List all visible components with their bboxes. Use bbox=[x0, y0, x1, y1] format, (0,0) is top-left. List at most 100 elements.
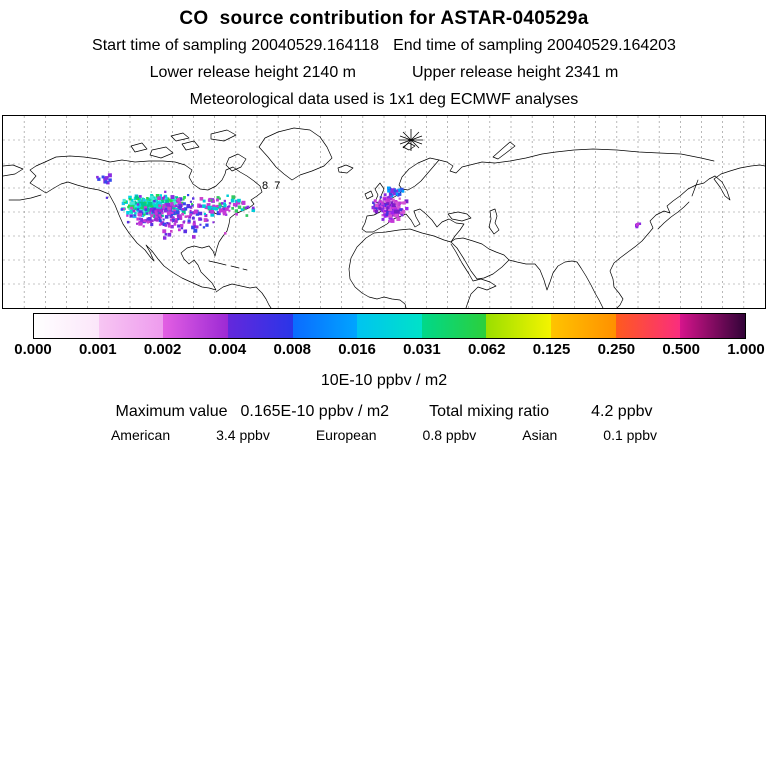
contribution-cell bbox=[128, 195, 132, 200]
contribution-cell bbox=[215, 207, 219, 211]
contribution-cell bbox=[384, 200, 387, 203]
contribution-cell bbox=[378, 200, 382, 204]
contribution-cell bbox=[164, 196, 168, 201]
contribution-cell bbox=[122, 198, 126, 202]
contribution-cell bbox=[379, 196, 382, 199]
contribution-cell bbox=[154, 217, 159, 222]
contribution-cell bbox=[189, 206, 193, 209]
contribution-cell bbox=[386, 196, 390, 200]
contribution-cell bbox=[132, 209, 136, 213]
contribution-cell bbox=[374, 210, 379, 214]
contribution-cell bbox=[154, 197, 158, 200]
contribution-cell bbox=[223, 199, 226, 203]
contribution-cell bbox=[158, 219, 162, 223]
region-american-label: American bbox=[110, 427, 171, 443]
contribution-cell bbox=[189, 209, 192, 212]
contribution-cell bbox=[162, 229, 167, 234]
region-european-label: European bbox=[315, 427, 377, 443]
contribution-cell bbox=[390, 218, 395, 223]
contribution-cell bbox=[181, 208, 185, 211]
contribution-cell bbox=[126, 211, 130, 215]
met-data-text: Meteorological data used is 1x1 deg ECMW… bbox=[189, 91, 579, 108]
contribution-cell bbox=[193, 228, 198, 233]
contribution-cell bbox=[167, 225, 171, 228]
contribution-cell bbox=[96, 175, 99, 179]
release-height-row: Lower release height 2140 m Upper releas… bbox=[0, 59, 768, 86]
contribution-cell bbox=[150, 223, 154, 227]
contribution-cell bbox=[148, 211, 152, 215]
contribution-cell bbox=[218, 202, 222, 206]
contribution-cell bbox=[212, 221, 215, 224]
colorbar-units-label: 10E-10 ppbv / m2 bbox=[320, 372, 448, 389]
contribution-cell bbox=[223, 202, 226, 206]
colorbar-tick-label: 0.125 bbox=[532, 341, 571, 358]
contribution-cell bbox=[141, 202, 144, 206]
contribution-cell bbox=[180, 227, 184, 230]
contribution-cell bbox=[212, 204, 216, 208]
contribution-cell bbox=[232, 203, 237, 207]
colorbar-cell-1 bbox=[98, 314, 164, 338]
colorbar-cell-8 bbox=[551, 314, 616, 338]
contribution-cell bbox=[394, 213, 398, 218]
contribution-cell bbox=[191, 204, 194, 207]
world-map: 8 7 bbox=[2, 115, 766, 309]
contribution-cell bbox=[394, 200, 397, 203]
contribution-cell bbox=[388, 220, 391, 223]
contribution-cell bbox=[386, 211, 390, 215]
contribution-cell bbox=[245, 214, 249, 217]
coast-eurasia-north bbox=[438, 148, 715, 174]
contribution-cell bbox=[172, 200, 177, 205]
contribution-cell bbox=[135, 195, 139, 199]
colorbar-tick-label: 1.000 bbox=[727, 341, 765, 358]
contribution-cell bbox=[152, 207, 157, 212]
contribution-cell bbox=[381, 213, 384, 217]
contribution-cell bbox=[164, 194, 168, 198]
contribution-cell bbox=[161, 207, 165, 211]
contribution-cell bbox=[167, 206, 171, 211]
contribution-cell bbox=[160, 216, 163, 219]
contribution-cell bbox=[143, 206, 148, 210]
contribution-cell bbox=[211, 198, 215, 201]
contribution-cell bbox=[170, 199, 174, 203]
contribution-cell bbox=[374, 203, 379, 208]
colorbar-tick-label: 0.004 bbox=[208, 341, 247, 358]
contribution-cell bbox=[133, 201, 138, 206]
contribution-cell bbox=[151, 197, 155, 201]
contribution-cell bbox=[212, 206, 216, 211]
contribution-cell bbox=[158, 209, 162, 213]
contribution-cell bbox=[240, 208, 244, 212]
contribution-cell bbox=[183, 207, 188, 211]
contribution-cell bbox=[138, 212, 142, 217]
contribution-cell bbox=[162, 222, 166, 226]
contribution-cell bbox=[167, 232, 172, 237]
colorbar-cell-2 bbox=[163, 314, 228, 338]
contribution-cell bbox=[154, 212, 158, 215]
contribution-cell bbox=[177, 201, 182, 206]
contribution-cell bbox=[171, 211, 174, 214]
contribution-cell bbox=[133, 214, 136, 217]
contribution-cell bbox=[397, 188, 401, 193]
contribution-cell bbox=[383, 206, 387, 209]
contribution-cell bbox=[388, 211, 392, 215]
contribution-cell bbox=[635, 223, 640, 227]
contribution-cell bbox=[224, 232, 227, 235]
contribution-cell bbox=[388, 215, 393, 220]
contribution-cell bbox=[171, 216, 175, 219]
contribution-cell bbox=[170, 195, 175, 199]
contribution-cell bbox=[164, 224, 168, 227]
contribution-cell bbox=[192, 211, 196, 215]
coast-japan-sakhalin bbox=[657, 179, 699, 230]
contribution-cell bbox=[161, 212, 164, 215]
contribution-cell bbox=[155, 215, 158, 218]
contribution-cell bbox=[151, 209, 156, 214]
contribution-cell bbox=[140, 219, 144, 223]
contribution-cell bbox=[129, 202, 133, 205]
coast-black-sea bbox=[447, 211, 472, 222]
contribution-cell bbox=[237, 205, 242, 209]
contribution-cell bbox=[176, 198, 181, 202]
contribution-cell bbox=[166, 202, 171, 207]
contribution-cell bbox=[206, 219, 209, 222]
colorbar-tick-label: 0.002 bbox=[143, 341, 182, 358]
region-european-value: 0.8 ppbv bbox=[422, 427, 477, 443]
source-contribution-cells bbox=[96, 173, 642, 240]
